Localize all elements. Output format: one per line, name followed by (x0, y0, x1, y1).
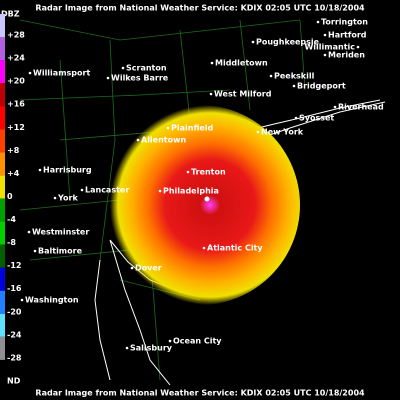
city-dot (158, 189, 162, 193)
city-dot (106, 76, 110, 80)
city-label: Torrington (321, 18, 368, 27)
city-dot (333, 105, 337, 109)
legend-label: -4 (7, 215, 16, 224)
radar-site (204, 196, 210, 202)
legend-label: -8 (7, 238, 16, 247)
legend-swatch (0, 313, 5, 337)
city-dot (166, 126, 170, 130)
legend-swatch (0, 175, 5, 199)
legend-swatch (0, 244, 5, 268)
legend-label: -20 (7, 307, 22, 316)
city-dot (53, 196, 57, 200)
legend-swatch (0, 221, 5, 245)
city-label: Middletown (215, 59, 268, 68)
city-dot (80, 188, 84, 192)
city-dot (209, 92, 213, 96)
city-dot (121, 66, 125, 70)
city-dot (251, 40, 255, 44)
city-label: West Milford (214, 90, 272, 99)
legend-label: +16 (7, 100, 25, 109)
city-label: Harrisburg (43, 166, 92, 175)
legend-label: -28 (7, 353, 22, 362)
city-label: Wilkes Barre (111, 74, 169, 83)
legend-label: ND (7, 377, 21, 386)
city-label: Philadelphia (163, 187, 219, 196)
legend-swatch (0, 106, 5, 130)
legend-label: +8 (7, 146, 20, 155)
city-dot (168, 339, 172, 343)
city-dot (38, 168, 42, 172)
city-dot (33, 249, 37, 253)
city-label: New York (261, 128, 304, 137)
city-label: Meriden (328, 51, 365, 60)
city-label: Allentown (141, 136, 187, 145)
city-dot (294, 116, 298, 120)
city-label: Washington (25, 296, 79, 305)
city-dot (210, 61, 214, 65)
legend-swatch (0, 290, 5, 314)
header-title: Radar Image from National Weather Servic… (35, 4, 365, 13)
city-dot (28, 71, 32, 75)
city-dot (356, 45, 360, 49)
city-dot (136, 138, 140, 142)
city-dot (256, 130, 260, 134)
city-label: Salisbury (130, 344, 173, 353)
city-dot (269, 74, 273, 78)
legend-label: -24 (7, 330, 22, 339)
city-label: Willimantic (304, 43, 355, 52)
legend-label: -16 (7, 284, 22, 293)
city-dot (20, 298, 24, 302)
legend-label: +12 (7, 123, 25, 132)
legend-label: +28 (7, 31, 25, 40)
city-label: Poughkeepsie (256, 38, 320, 47)
city-label: Bridgeport (297, 82, 346, 91)
city-label: Hartford (328, 31, 367, 40)
city-dot (125, 346, 129, 350)
legend-swatch (0, 83, 5, 107)
legend-swatch (0, 359, 5, 383)
city-label: Lancaster (85, 186, 129, 195)
legend-unit: DBZ (1, 10, 20, 19)
radar-echo (100, 105, 300, 305)
city-dot (323, 33, 327, 37)
city-label: York (57, 194, 79, 203)
legend-swatch (0, 336, 5, 360)
legend-label: 0 (7, 192, 13, 201)
footer-title: Radar Image from National Weather Servic… (35, 389, 365, 398)
city-label: Peekskill (274, 72, 315, 81)
city-dot (202, 246, 206, 250)
city-label: Plainfield (171, 124, 214, 133)
legend-swatch (0, 60, 5, 84)
city-label: Scranton (126, 64, 167, 73)
city-label: Westminster (32, 228, 89, 237)
legend-swatch (0, 152, 5, 176)
city-label: Dover (135, 264, 162, 273)
city-label: Syosset (299, 114, 334, 123)
legend-label: -12 (7, 261, 21, 270)
legend-swatch (0, 198, 5, 222)
city-label: Riverhead (338, 103, 384, 112)
city-dot (323, 53, 327, 57)
city-label: Williamsport (33, 69, 90, 78)
legend-label: +4 (7, 169, 20, 178)
legend-label: +20 (7, 77, 25, 86)
county-lines (19, 19, 306, 381)
city-label: Baltimore (38, 247, 83, 256)
legend-swatch (0, 267, 5, 291)
city-dot (186, 170, 190, 174)
city-dot (292, 84, 296, 88)
legend-label: +24 (7, 54, 25, 63)
city-dot (130, 266, 134, 270)
city-label: Trenton (191, 168, 226, 177)
legend-swatch (0, 129, 5, 153)
legend-swatch (0, 13, 5, 37)
city-dot (27, 230, 31, 234)
city-label: Atlantic City (207, 244, 263, 253)
city-label: Ocean City (173, 337, 222, 346)
city-dot (316, 20, 320, 24)
legend-swatch (0, 37, 5, 61)
